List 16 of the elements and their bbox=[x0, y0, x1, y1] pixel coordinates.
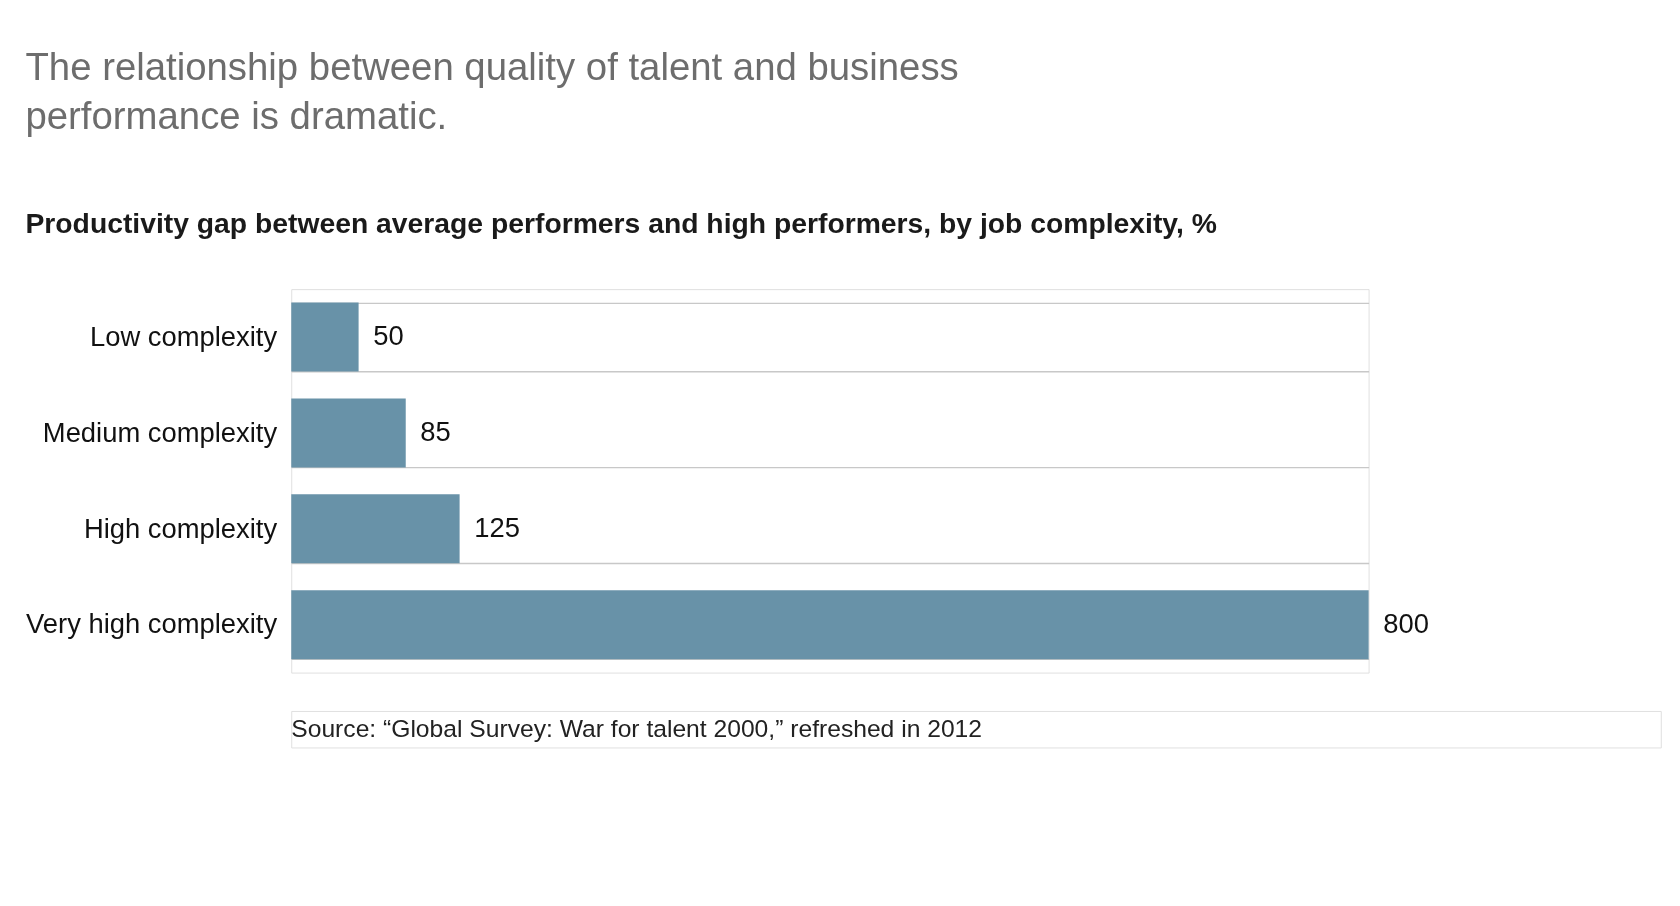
data-label: 125 bbox=[474, 512, 520, 544]
bar bbox=[291, 590, 1369, 660]
text: The relationship between quality of talent and business bbox=[25, 45, 959, 89]
text: performance is dramatic. bbox=[25, 94, 448, 138]
data-label: 85 bbox=[420, 416, 451, 448]
chart-subtitle: Productivity gap between average performers and high performers, by job complexity, % bbox=[25, 206, 1217, 239]
bar bbox=[291, 398, 406, 468]
bar bbox=[291, 302, 359, 372]
y-tick-label: Medium complexity bbox=[42, 416, 278, 448]
data-label: 800 bbox=[1383, 607, 1429, 639]
y-tick-label: High complexity bbox=[83, 512, 278, 544]
bar bbox=[291, 494, 460, 564]
source-note: Source: “Global Survey: War for talent 2000,” refreshed in 2012 bbox=[291, 714, 983, 742]
data-label: 50 bbox=[373, 320, 404, 352]
y-tick-label: Low complexity bbox=[89, 320, 278, 352]
y-tick-label: Very high complexity bbox=[26, 608, 278, 640]
